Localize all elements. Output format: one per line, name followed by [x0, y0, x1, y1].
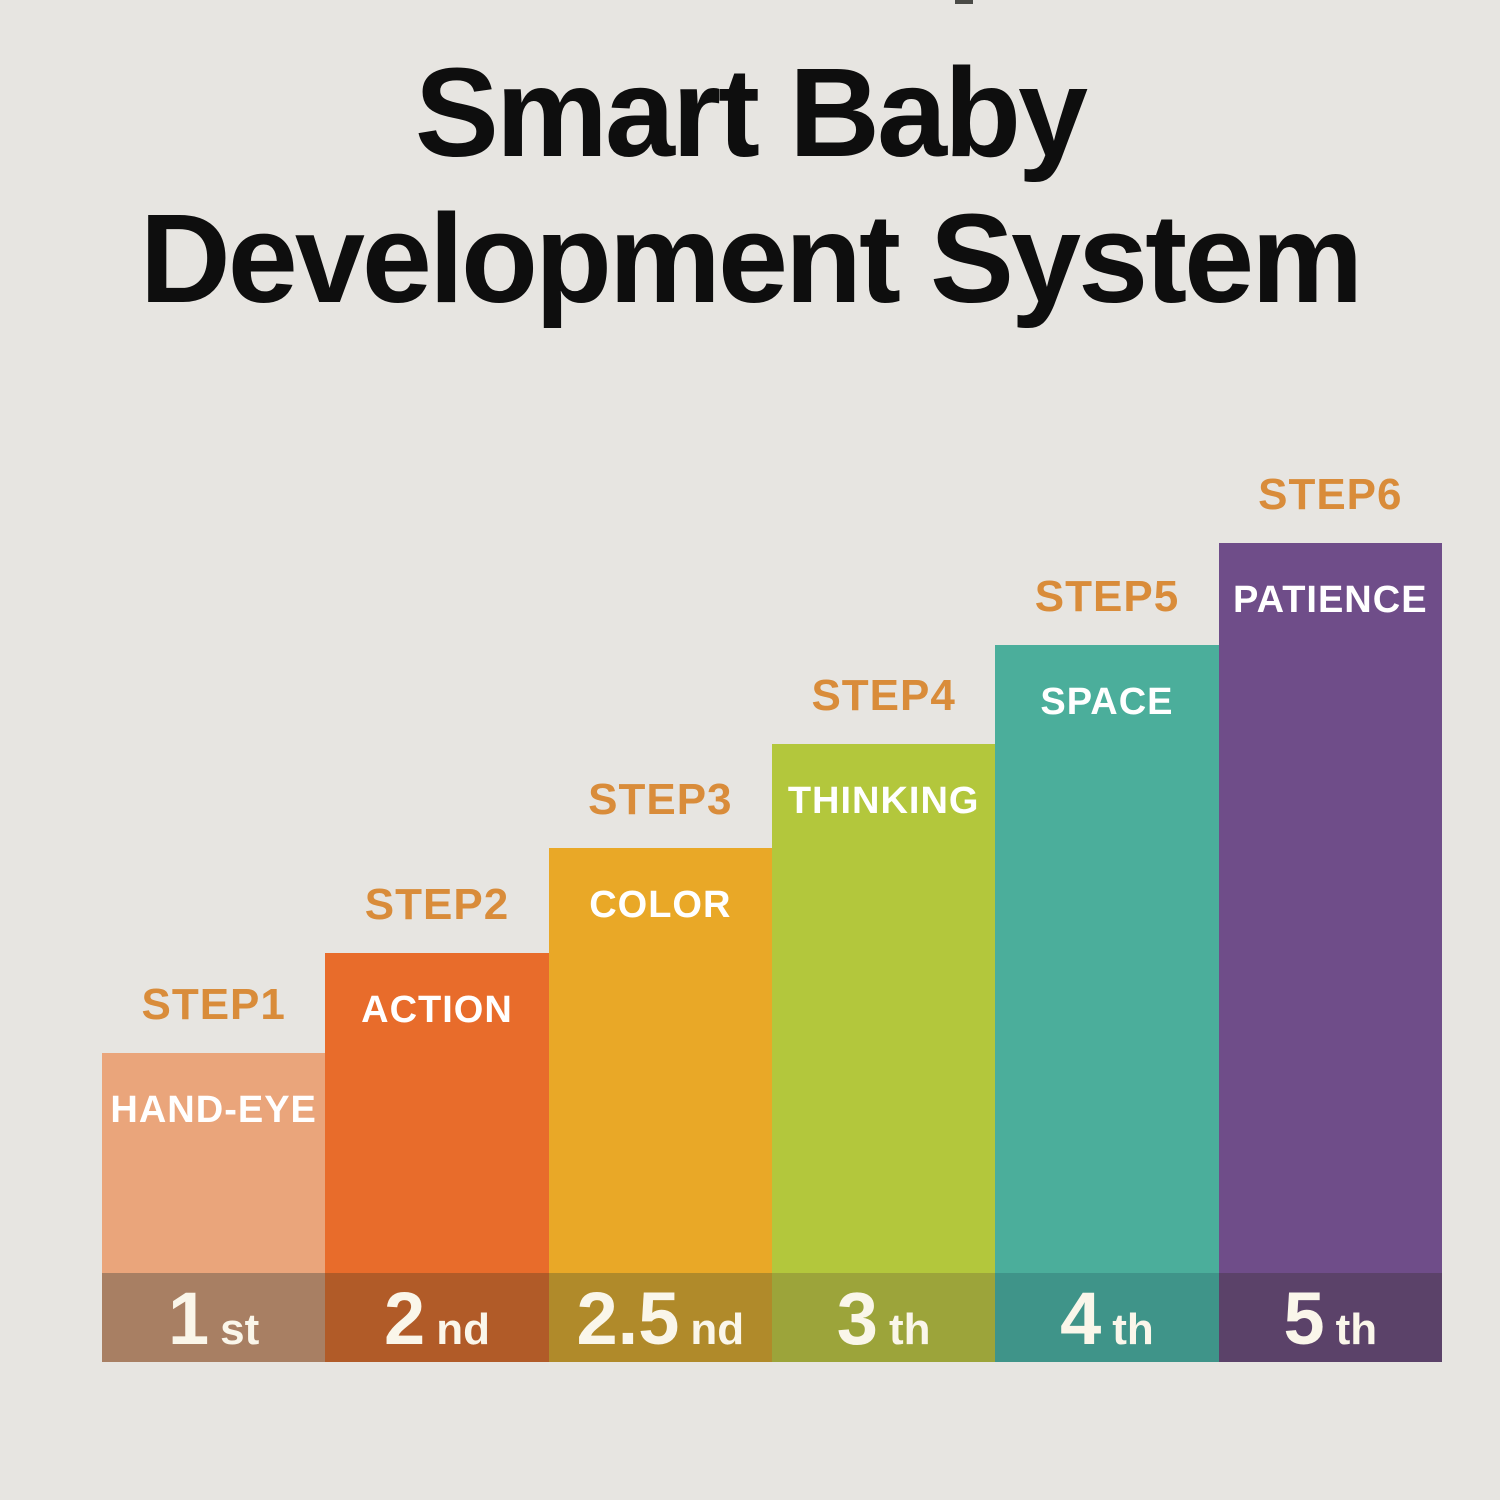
- age-band: 4 th: [995, 1273, 1219, 1362]
- age-band: 2 nd: [325, 1273, 549, 1362]
- page-title-line2: Development System: [139, 188, 1363, 330]
- step-label: STEP2: [364, 880, 510, 929]
- age-band: 3 th: [771, 1273, 996, 1362]
- age-number: 4: [1060, 1277, 1102, 1360]
- page-title: Smart Baby Development System: [0, 40, 1500, 332]
- step-bar-chart: STEP1 HAND-EYE 1 st STEP2 ACTION 2 nd ST…: [102, 380, 1442, 1362]
- age-suffix: nd: [690, 1305, 745, 1354]
- skill-label: ACTION: [361, 989, 513, 1031]
- bar-column-step6: STEP6 PATIENCE 5 th: [1218, 380, 1442, 1362]
- bar-column-step2: STEP2 ACTION 2 nd: [325, 380, 549, 1362]
- age-number: 5: [1283, 1277, 1325, 1360]
- age-number: 3: [836, 1277, 878, 1360]
- bar-column-step5: STEP5 SPACE 4 th: [995, 380, 1219, 1362]
- age-band: 5 th: [1218, 1273, 1442, 1362]
- bar-column-step1: STEP1 HAND-EYE 1 st: [102, 380, 326, 1362]
- age-suffix: th: [1112, 1305, 1154, 1354]
- bar-column-step4: STEP4 THINKING 3 th: [771, 380, 996, 1362]
- step-label: STEP4: [811, 671, 956, 720]
- bar: ACTION 2 nd: [325, 953, 549, 1362]
- age-band: 2.5 nd: [548, 1273, 772, 1362]
- bar: SPACE 4 th: [995, 645, 1219, 1362]
- age-number: 1: [168, 1277, 210, 1360]
- age-suffix: th: [1335, 1305, 1378, 1354]
- skill-label: PATIENCE: [1233, 579, 1428, 621]
- skill-label: HAND-EYE: [110, 1089, 317, 1131]
- age-suffix: nd: [436, 1305, 490, 1354]
- skill-label: SPACE: [1040, 681, 1174, 723]
- skill-label: THINKING: [787, 780, 980, 822]
- age-number: 2: [384, 1277, 426, 1360]
- page-title-line1: Smart Baby: [414, 42, 1088, 183]
- bar: PATIENCE 5 th: [1218, 543, 1442, 1362]
- age-number: 2.5: [576, 1277, 680, 1360]
- step-label: STEP1: [141, 980, 286, 1029]
- bar: THINKING 3 th: [771, 744, 996, 1362]
- step-label: STEP3: [588, 775, 733, 824]
- step-label: STEP6: [1258, 470, 1403, 519]
- cropped-glyph-artifact: [955, 0, 973, 4]
- step-label: STEP5: [1034, 572, 1180, 621]
- bar: HAND-EYE 1 st: [102, 1053, 326, 1362]
- bar: COLOR 2.5 nd: [548, 848, 772, 1362]
- bar-column-step3: STEP3 COLOR 2.5 nd: [548, 380, 772, 1362]
- age-band: 1 st: [102, 1273, 326, 1362]
- age-suffix: st: [220, 1305, 260, 1354]
- age-suffix: th: [888, 1305, 931, 1354]
- skill-label: COLOR: [589, 884, 732, 926]
